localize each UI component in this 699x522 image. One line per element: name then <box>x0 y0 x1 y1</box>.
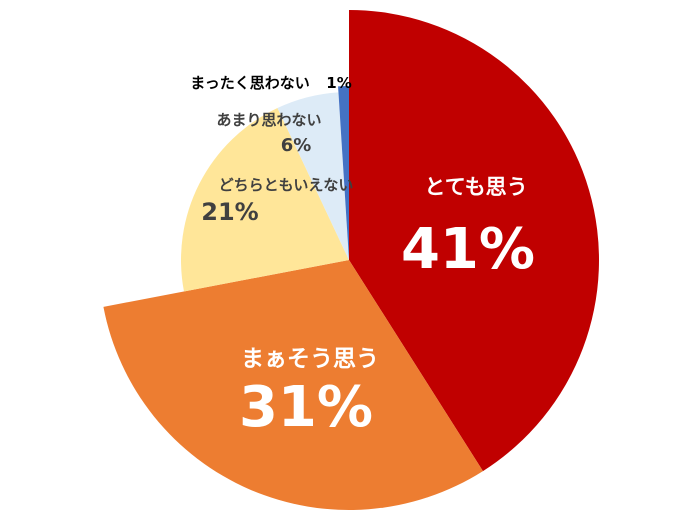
pie-slice-value-1: 41% <box>401 217 535 282</box>
pie-slice-3 <box>181 107 349 292</box>
pie-slice-1 <box>349 9 600 472</box>
pie-slice-value-4: 6% <box>281 135 312 156</box>
pie-slice-4 <box>277 92 349 260</box>
pie-slice-5 <box>338 85 349 260</box>
pie-slice-label-1: とても思う <box>424 175 527 199</box>
pie-slices <box>103 9 600 510</box>
pie-slice-label-2: まぁそう思う <box>241 346 379 372</box>
pie-slice-label-5: まったく思わない <box>190 74 309 92</box>
pie-slice-value-5: 1% <box>326 74 351 92</box>
pie-slice-label-4: あまり思わない <box>216 111 321 129</box>
pie-slice-value-3: 21% <box>201 198 258 226</box>
pie-slice-2 <box>103 260 483 510</box>
pie-slice-value-2: 31% <box>239 375 373 440</box>
pie-slice-label-3: どちらともいえない <box>219 176 354 194</box>
pie-labels: とても思う 41% まぁそう思う 31% どちらともいえない 21% あまり思わない 6% まっ… <box>190 74 535 440</box>
